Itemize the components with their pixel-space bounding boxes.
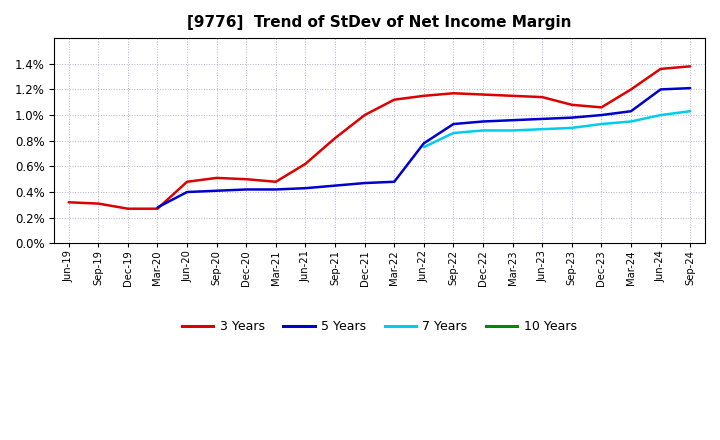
3 Years (94, 201, 103, 206)
3 Years (657, 66, 665, 72)
5 Years (597, 113, 606, 118)
5 Years (212, 188, 221, 194)
3 Years (420, 93, 428, 99)
7 Years (686, 109, 695, 114)
7 Years (420, 144, 428, 150)
5 Years (330, 183, 339, 188)
3 Years (212, 175, 221, 180)
5 Years (508, 117, 517, 123)
5 Years (360, 180, 369, 186)
3 Years (626, 87, 635, 92)
7 Years (657, 113, 665, 118)
3 Years (390, 97, 399, 103)
3 Years (449, 91, 458, 96)
3 Years (183, 179, 192, 184)
3 Years (330, 136, 339, 141)
7 Years (538, 127, 546, 132)
7 Years (597, 121, 606, 127)
7 Years (626, 119, 635, 124)
5 Years (153, 205, 162, 210)
Line: 5 Years: 5 Years (158, 88, 690, 207)
5 Years (271, 187, 280, 192)
5 Years (449, 121, 458, 127)
3 Years (597, 105, 606, 110)
3 Years (64, 200, 73, 205)
5 Years (390, 179, 399, 184)
5 Years (567, 115, 576, 120)
3 Years (271, 179, 280, 184)
5 Years (626, 109, 635, 114)
5 Years (538, 116, 546, 121)
Line: 7 Years: 7 Years (424, 111, 690, 147)
3 Years (124, 206, 132, 211)
3 Years (242, 176, 251, 182)
7 Years (508, 128, 517, 133)
7 Years (449, 130, 458, 136)
7 Years (479, 128, 487, 133)
5 Years (301, 186, 310, 191)
5 Years (242, 187, 251, 192)
5 Years (183, 189, 192, 194)
5 Years (657, 87, 665, 92)
Legend: 3 Years, 5 Years, 7 Years, 10 Years: 3 Years, 5 Years, 7 Years, 10 Years (177, 315, 582, 338)
Title: [9776]  Trend of StDev of Net Income Margin: [9776] Trend of StDev of Net Income Marg… (187, 15, 572, 30)
3 Years (301, 161, 310, 166)
3 Years (153, 206, 162, 211)
3 Years (508, 93, 517, 99)
5 Years (479, 119, 487, 124)
3 Years (686, 64, 695, 69)
7 Years (567, 125, 576, 131)
Line: 3 Years: 3 Years (68, 66, 690, 209)
5 Years (686, 85, 695, 91)
3 Years (538, 95, 546, 100)
5 Years (420, 141, 428, 146)
3 Years (479, 92, 487, 97)
3 Years (567, 102, 576, 107)
3 Years (360, 113, 369, 118)
